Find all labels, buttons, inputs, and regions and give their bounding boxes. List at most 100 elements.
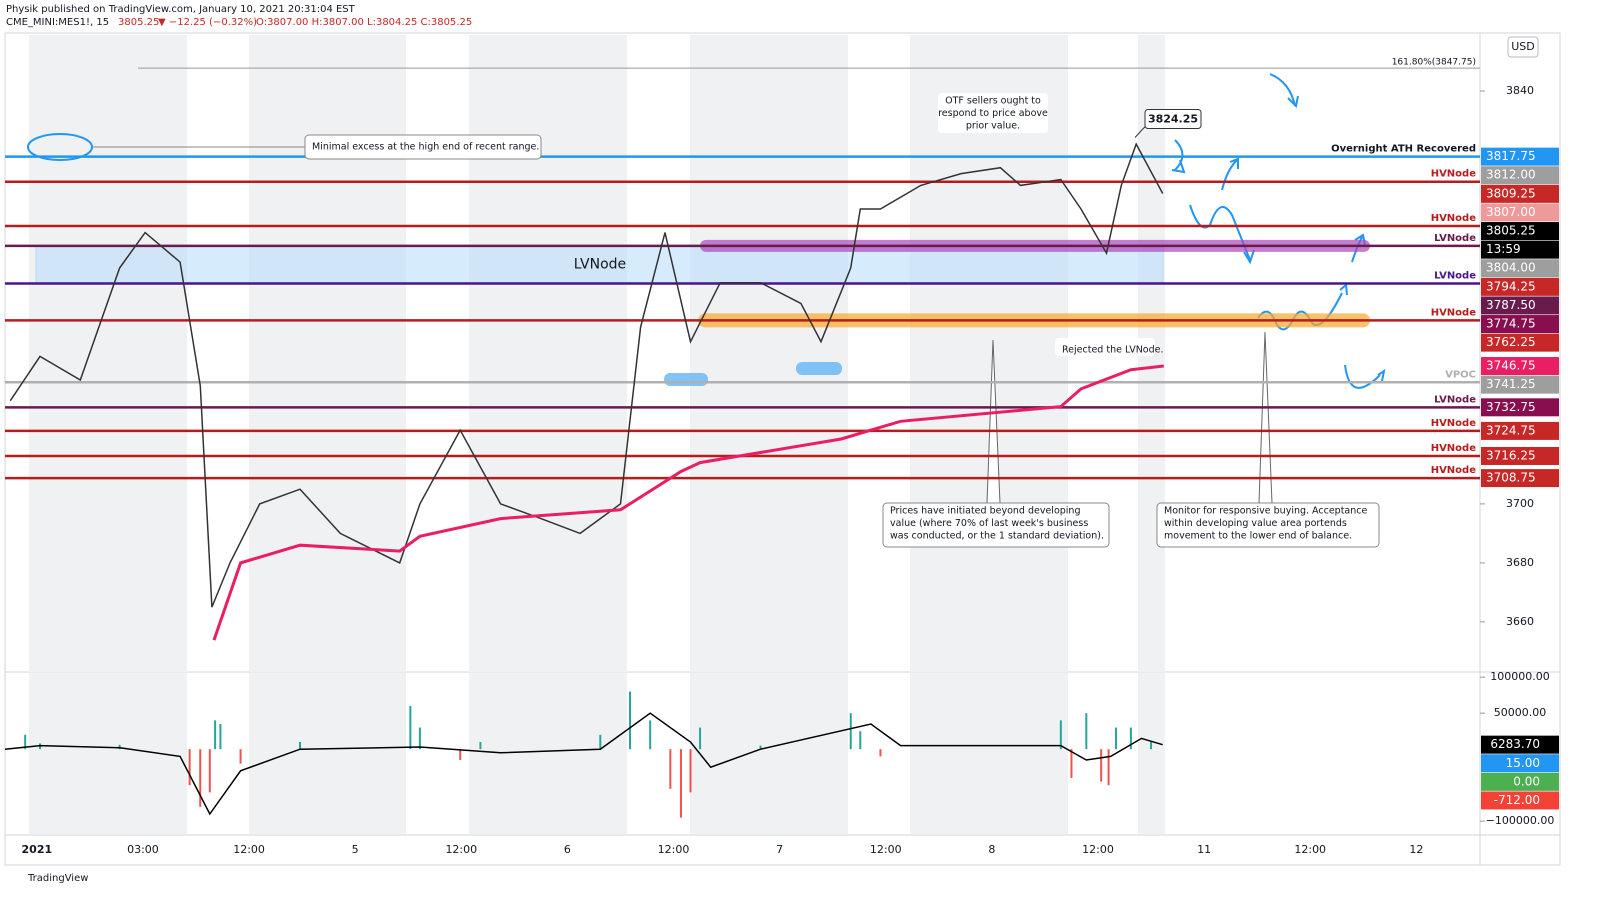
annotation-text: prior value. <box>966 121 1020 132</box>
delta-line <box>4 712 1163 816</box>
price-tag-label: 3724.75 <box>1486 423 1536 437</box>
price-tag-label: 13:59 <box>1486 242 1521 256</box>
delta-bar <box>859 731 862 750</box>
price-tag <box>1481 357 1559 376</box>
lvnode-zone <box>35 245 1164 284</box>
session-band <box>29 35 187 672</box>
level-label: HVNode <box>1431 443 1477 454</box>
highlight <box>664 373 708 386</box>
price-tag <box>1481 147 1559 166</box>
session-band <box>469 673 627 834</box>
price-tag-label: 3807.00 <box>1486 205 1536 219</box>
delta-bar <box>689 749 692 793</box>
price-tag <box>1481 296 1559 315</box>
price-tag <box>1481 240 1559 259</box>
price-tag <box>1481 398 1559 417</box>
zone-label: LVNode <box>574 257 626 273</box>
peak-label: 3824.25 <box>1148 112 1198 125</box>
x-tick-label: 5 <box>352 843 359 856</box>
fib-label: 161.80%(3847.75) <box>1392 58 1476 68</box>
annotation-text: Prices have initiated beyond developing <box>890 506 1080 517</box>
session-band <box>690 673 848 834</box>
level-label: HVNode <box>1431 465 1477 476</box>
level-label: HVNode <box>1431 169 1477 180</box>
x-tick-label: 8 <box>988 843 995 856</box>
delta-bar <box>24 734 27 750</box>
annotation-box <box>304 134 542 160</box>
arrow-drawing <box>1171 139 1186 174</box>
x-tick-label: 12:00 <box>233 843 265 856</box>
delta-bar <box>599 734 602 750</box>
level-label: HVNode <box>1431 213 1477 224</box>
price-tag <box>1481 184 1559 203</box>
session-band <box>690 35 848 672</box>
delta-bar <box>629 691 632 750</box>
x-tick-label: 12 <box>1409 843 1423 856</box>
arrow-drawing <box>1189 204 1255 265</box>
value-tag-label: 6283.70 <box>1490 737 1540 751</box>
delta-bar <box>1115 727 1118 750</box>
price-tag-label: 3809.25 <box>1486 186 1536 200</box>
delta-bar <box>1085 713 1088 750</box>
arrow-drawing <box>1344 364 1386 389</box>
delta-bar <box>409 705 412 750</box>
delta-bar <box>679 749 682 818</box>
arrow-drawing <box>1221 157 1239 191</box>
delta-bar <box>219 723 222 750</box>
value-tag-label: 15.00 <box>1506 756 1540 770</box>
x-tick-label: 6 <box>564 843 571 856</box>
session-band <box>1138 673 1165 834</box>
price-tag <box>1481 315 1559 334</box>
delta-bar <box>699 727 702 750</box>
y-tick-label: −100000.00 <box>1486 814 1555 827</box>
price-tag-label: 3746.75 <box>1486 359 1536 373</box>
annotation-text: OTF sellers ought to <box>945 96 1041 107</box>
price-line <box>9 142 1164 608</box>
delta-bar <box>1059 720 1062 750</box>
price-tag <box>1481 446 1559 465</box>
annotation-text: movement to the lower end of balance. <box>1164 531 1352 542</box>
x-tick-label: 03:00 <box>127 843 159 856</box>
publisher: Physik published on TradingView.com, Jan… <box>6 4 356 15</box>
session-band <box>910 35 1068 672</box>
delta-bar <box>1150 741 1153 750</box>
vwap-line <box>212 364 1164 641</box>
delta-bar <box>214 720 217 750</box>
symbol: CME_MINI:MES1!, 15 <box>6 17 109 28</box>
x-tick-label: 12:00 <box>1082 843 1114 856</box>
level-label: Overnight ATH Recovered <box>1331 144 1476 155</box>
session-band <box>469 35 627 672</box>
y-tick-label: 50000.00 <box>1494 706 1547 719</box>
delta-bar <box>1100 749 1103 782</box>
currency: USD <box>1511 40 1535 53</box>
value-tag <box>1481 791 1559 810</box>
price-tag-label: 3716.25 <box>1486 448 1536 462</box>
price-tag <box>1481 421 1559 440</box>
annotation-box <box>938 93 1048 133</box>
annotation-box <box>1156 502 1380 548</box>
session-band <box>249 35 406 672</box>
price-tag-label: 3817.75 <box>1486 149 1536 163</box>
value-tag <box>1481 772 1559 791</box>
annotation-text: Minimal excess at the high end of recent… <box>312 142 539 153</box>
ohlc: O:3807.00 H:3807.00 L:3804.25 C:3805.25 <box>256 17 472 28</box>
x-tick-label: 12:00 <box>658 843 690 856</box>
value-tag <box>1481 735 1559 754</box>
price-tag <box>1481 469 1559 488</box>
price-tag-label: 3812.00 <box>1486 168 1536 182</box>
level-label: HVNode <box>1431 307 1477 318</box>
price-tag <box>1481 222 1559 241</box>
currency-box[interactable] <box>1507 36 1539 58</box>
price-tag <box>1481 259 1559 278</box>
footer: TradingView <box>27 873 88 884</box>
y-tick-label: 3660 <box>1506 615 1534 628</box>
frame <box>4 32 1561 866</box>
level-label: LVNode <box>1434 233 1476 244</box>
price-tag-label: 3794.25 <box>1486 279 1536 293</box>
price-tag-label: 3762.25 <box>1486 335 1536 349</box>
value-tag-label: -712.00 <box>1494 793 1540 807</box>
price-tag-label: 3708.75 <box>1486 471 1536 485</box>
x-tick-label: 7 <box>776 843 783 856</box>
price-tag-label: 3804.00 <box>1486 261 1536 275</box>
